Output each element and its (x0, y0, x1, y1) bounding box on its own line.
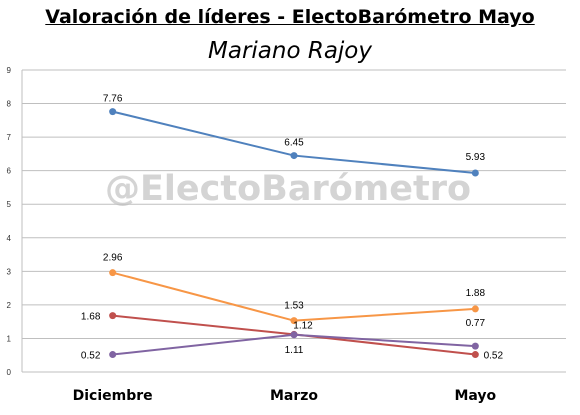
data-point (290, 317, 298, 325)
data-point (290, 331, 298, 339)
data-label: 1.11 (285, 345, 304, 356)
data-point (109, 312, 117, 320)
data-label: 5.93 (466, 152, 486, 163)
data-point (109, 269, 117, 277)
x-axis: Diciembre Marzo Mayo (22, 371, 566, 404)
data-label: 7.76 (103, 94, 123, 105)
y-tick-label: 0 (7, 368, 12, 377)
x-tick-label: Mayo (454, 388, 496, 404)
data-point (109, 108, 117, 116)
y-axis: 0 1 2 3 4 5 6 7 8 9 (7, 66, 23, 377)
data-point (471, 305, 479, 313)
data-label: 2.96 (103, 253, 123, 264)
y-tick-label: 3 (7, 267, 12, 276)
data-label: 6.45 (284, 138, 304, 149)
y-tick-label: 4 (7, 234, 12, 243)
y-tick-label: 1 (7, 334, 12, 343)
data-label: 1.88 (466, 288, 486, 299)
x-tick-label: Marzo (270, 388, 318, 404)
data-point (109, 351, 117, 359)
series-line-2 (112, 271, 476, 322)
y-tick-label: 2 (7, 301, 12, 310)
data-label: 0.52 (81, 351, 101, 362)
data-point (471, 342, 479, 350)
data-label: 0.52 (484, 351, 504, 362)
y-tick-label: 7 (7, 133, 12, 142)
series-group: 7.76 6.45 5.93 2.96 1.53 1.88 1.68 1.12 0.52 0.52… (81, 94, 504, 362)
data-point (471, 351, 479, 359)
data-point (290, 152, 298, 160)
y-tick-label: 8 (7, 100, 12, 109)
y-tick-label: 9 (7, 66, 12, 75)
chart-title: Valoración de líderes - ElectoBarómetro … (45, 6, 535, 28)
data-label: 1.68 (81, 312, 101, 323)
x-tick-label: Diciembre (73, 388, 153, 404)
watermark-text: @ElectoBarómetro (105, 169, 471, 209)
data-label: 1.12 (293, 320, 313, 331)
data-point (471, 169, 479, 177)
chart-subtitle: Mariano Rajoy (208, 38, 372, 64)
data-label: 1.53 (284, 301, 304, 312)
data-label: 0.77 (466, 318, 486, 329)
y-tick-label: 5 (7, 200, 12, 209)
y-tick-label: 6 (7, 167, 12, 176)
